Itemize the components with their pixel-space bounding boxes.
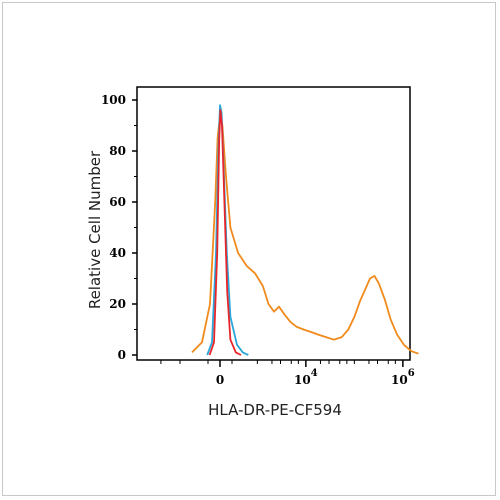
x-tick-exponent: 4 — [311, 368, 318, 379]
series-group — [191, 104, 419, 356]
x-tick-label: 0 — [216, 373, 224, 387]
y-tick-label: 0 — [118, 348, 126, 362]
series-line-3 — [208, 109, 242, 356]
axes-group — [136, 86, 411, 361]
y-tick-label: 60 — [109, 195, 126, 209]
x-tick-exponent: 6 — [408, 368, 415, 379]
y-axis-title: Relative Cell Number — [86, 150, 104, 309]
x-tick-label: 106 — [391, 368, 415, 387]
y-tick-label: 100 — [101, 93, 126, 107]
x-tick-label: 104 — [294, 368, 318, 387]
y-tick-label: 20 — [109, 297, 126, 311]
plot-area-border — [136, 86, 411, 361]
chart-frame — [2, 2, 496, 496]
x-axis-title: HLA-DR-PE-CF594 — [208, 401, 342, 419]
y-tick-label: 40 — [109, 246, 126, 260]
ticks-group: 0 20 40 60 80 100 0 104 106 — [101, 93, 415, 387]
y-tick-label: 80 — [109, 144, 126, 158]
